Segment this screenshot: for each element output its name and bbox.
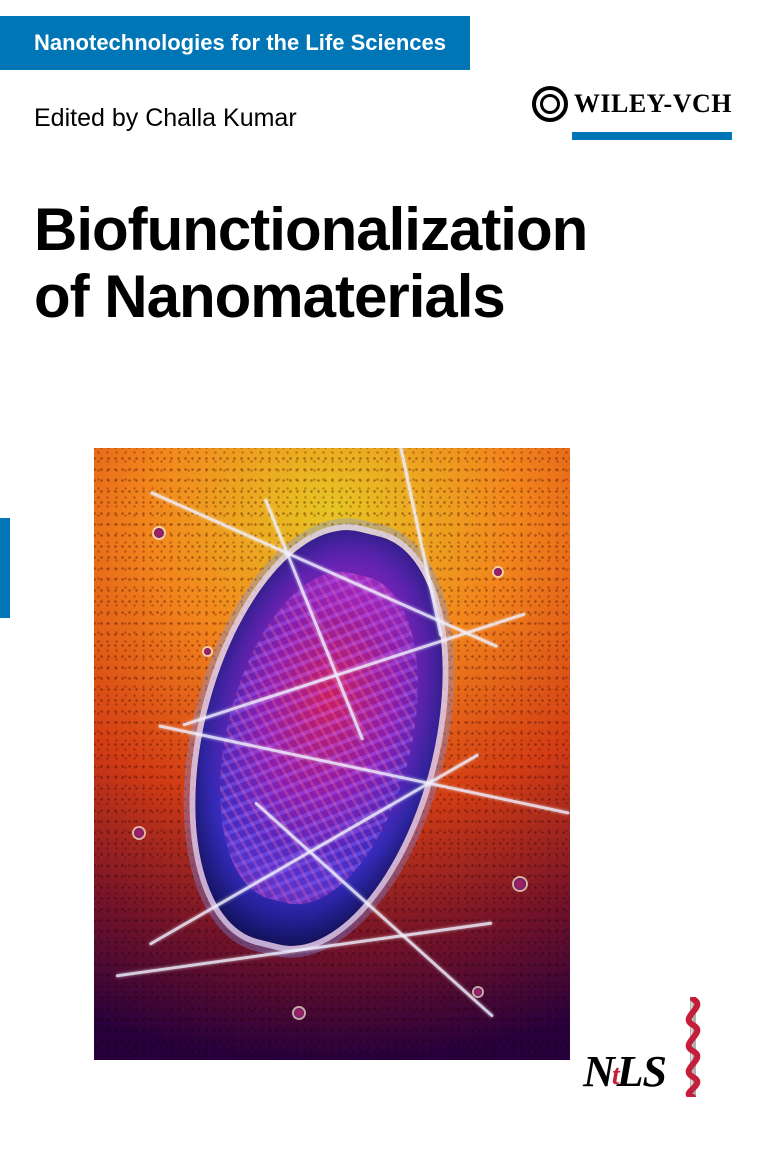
publisher-logo: WILEY-VCH bbox=[532, 86, 732, 122]
publisher-name: WILEY-VCH bbox=[574, 89, 732, 119]
publisher-ring-icon bbox=[532, 86, 568, 122]
editor-credit: Edited by Challa Kumar bbox=[34, 104, 297, 133]
title-line-2: of Nanomaterials bbox=[34, 263, 732, 330]
series-logo-suffix: LS bbox=[617, 1046, 666, 1097]
series-banner: Nanotechnologies for the Life Sciences bbox=[0, 16, 470, 70]
left-accent-bar bbox=[0, 518, 10, 618]
publisher-block: WILEY-VCH bbox=[532, 86, 732, 140]
book-title: Biofunctionalization of Nanomaterials bbox=[34, 196, 732, 330]
editor-prefix: Edited by bbox=[34, 104, 138, 132]
title-line-1: Biofunctionalization bbox=[34, 196, 732, 263]
helix-icon bbox=[676, 997, 710, 1097]
editor-name: Challa Kumar bbox=[145, 104, 296, 132]
series-title: Nanotechnologies for the Life Sciences bbox=[34, 30, 446, 56]
publisher-underline bbox=[572, 132, 732, 140]
series-logo-text: NtLS bbox=[583, 1046, 666, 1097]
series-logo: NtLS bbox=[583, 997, 710, 1097]
series-logo-prefix: N bbox=[583, 1046, 614, 1097]
cover-micrograph bbox=[94, 448, 570, 1060]
series-logo-accent: t bbox=[612, 1060, 619, 1092]
